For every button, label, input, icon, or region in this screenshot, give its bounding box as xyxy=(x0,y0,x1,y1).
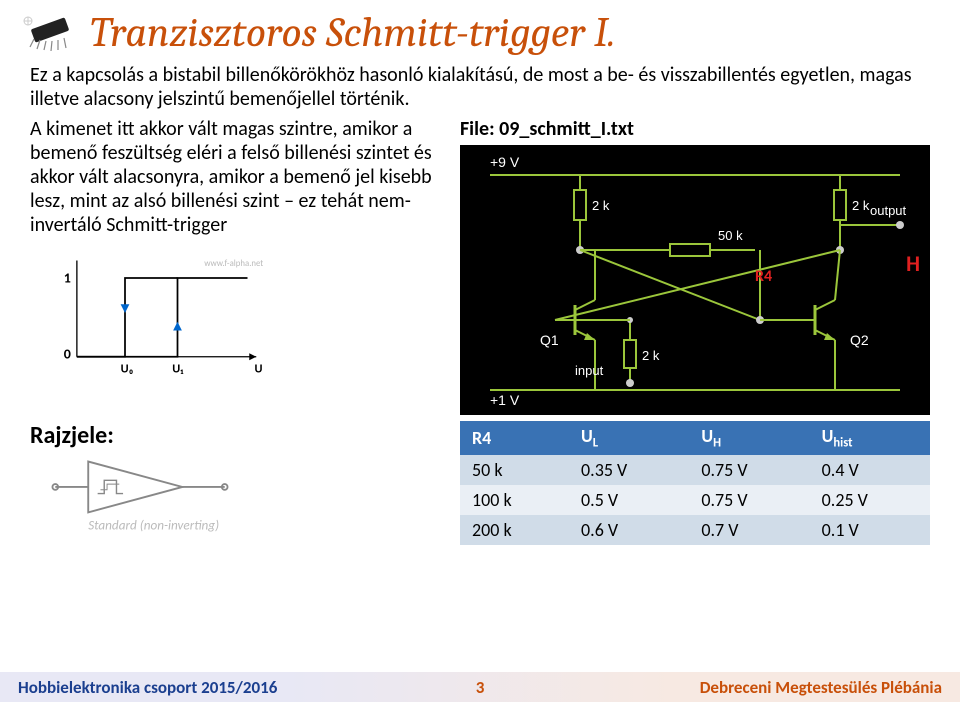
table-cell: 0.35 V xyxy=(569,455,689,485)
svg-text:+9 V: +9 V xyxy=(490,154,520,170)
svg-text:0: 0 xyxy=(64,346,71,363)
left-column: A kimenet itt akkor vált magas szintre, … xyxy=(30,117,440,415)
hysteresis-graph: www.f-alpha.net 1 0 U₀ U₁ U xyxy=(30,243,290,383)
description-text: A kimenet itt akkor vált magas szintre, … xyxy=(30,117,440,237)
table-cell: 0.5 V xyxy=(569,485,689,515)
table-cell: 200 k xyxy=(460,515,569,545)
svg-text:U: U xyxy=(255,362,263,377)
svg-text:Q1: Q1 xyxy=(540,332,559,348)
table-cell: 50 k xyxy=(460,455,569,485)
table-cell: 0.4 V xyxy=(810,455,930,485)
svg-text:Standard (non-inverting): Standard (non-inverting) xyxy=(88,516,219,533)
table-cell: 0.75 V xyxy=(689,455,809,485)
svg-text:50 k: 50 k xyxy=(718,228,743,243)
table-header: UH xyxy=(689,421,809,455)
svg-text:Q2: Q2 xyxy=(850,332,869,348)
table-cell: 0.7 V xyxy=(689,515,809,545)
bottom-row: Rajzjele: Standard (non-inverting) R4ULU… xyxy=(0,415,960,545)
svg-text:1: 1 xyxy=(64,269,71,286)
annotation-r4: R4 xyxy=(755,267,772,286)
footer-page: 3 xyxy=(476,677,485,698)
svg-text:input: input xyxy=(575,363,604,378)
slide-header: Tranzisztoros Schmitt-trigger I. xyxy=(0,0,960,61)
slide-title: Tranzisztoros Schmitt-trigger I. xyxy=(90,8,616,57)
circuit-diagram: +9 V +1 V 2 k 2 k output xyxy=(460,145,930,415)
table-row: 100 k0.5 V0.75 V0.25 V xyxy=(460,485,930,515)
svg-text:2 k: 2 k xyxy=(592,198,610,213)
table-cell: 100 k xyxy=(460,485,569,515)
svg-text:2 k: 2 k xyxy=(642,348,660,363)
svg-text:U₀: U₀ xyxy=(121,362,134,377)
footer-right: Debreceni Megtestesülés Plébánia xyxy=(514,677,942,698)
svg-text:2 k: 2 k xyxy=(852,198,870,213)
svg-text:output: output xyxy=(870,203,907,218)
table-cell: 0.25 V xyxy=(810,485,930,515)
file-label: File: 09_schmitt_I.txt xyxy=(460,117,930,141)
table-cell: 0.6 V xyxy=(569,515,689,545)
table-cell: 0.75 V xyxy=(689,485,809,515)
svg-text:U₁: U₁ xyxy=(172,362,184,377)
table-row: 200 k0.6 V0.7 V0.1 V xyxy=(460,515,930,545)
schmitt-symbol: Standard (non-inverting) xyxy=(30,454,250,534)
table-row: 50 k0.35 V0.75 V0.4 V xyxy=(460,455,930,485)
table-header: Uhist xyxy=(810,421,930,455)
intro-text: Ez a kapcsolás a bistabil billenőkörökhö… xyxy=(0,61,960,111)
table-cell: 0.1 V xyxy=(810,515,930,545)
main-content: A kimenet itt akkor vált magas szintre, … xyxy=(0,111,960,415)
data-table: R4ULUHUhist 50 k0.35 V0.75 V0.4 V100 k0.… xyxy=(460,421,930,545)
footer-left: Hobbielektronika csoport 2015/2016 xyxy=(18,677,446,698)
table-header: R4 xyxy=(460,421,569,455)
svg-text:+1 V: +1 V xyxy=(490,392,520,408)
svg-text:www.f-alpha.net: www.f-alpha.net xyxy=(204,259,263,269)
symbol-label: Rajzjele: xyxy=(30,421,440,450)
footer: Hobbielektronika csoport 2015/2016 3 Deb… xyxy=(0,672,960,702)
symbol-block: Rajzjele: Standard (non-inverting) xyxy=(30,421,440,539)
chip-icon xyxy=(20,13,80,53)
annotation-h: H xyxy=(906,250,920,277)
right-column: File: 09_schmitt_I.txt +9 V +1 V 2 k 2 xyxy=(460,117,930,415)
table-header: UL xyxy=(569,421,689,455)
